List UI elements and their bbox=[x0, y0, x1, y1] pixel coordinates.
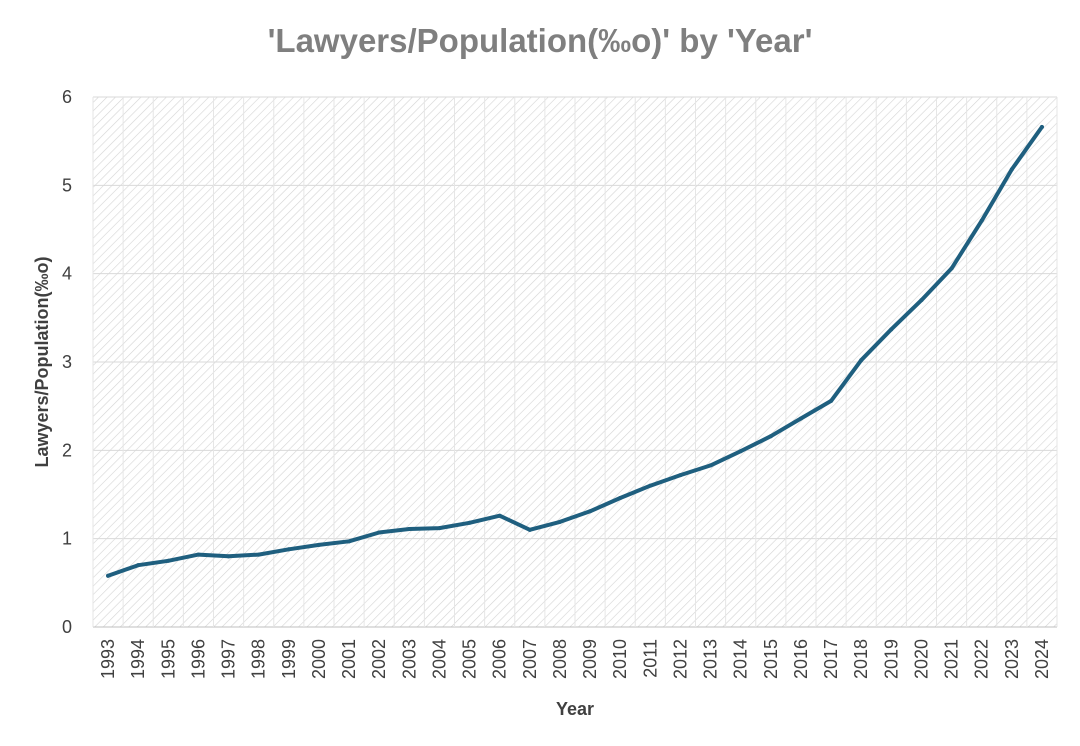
x-tick-label: 2015 bbox=[761, 639, 781, 679]
x-tick-label: 2000 bbox=[309, 639, 329, 679]
data-point-1998 bbox=[256, 552, 261, 557]
data-point-1995 bbox=[166, 558, 171, 563]
y-tick-label: 0 bbox=[62, 617, 72, 637]
chart-title: 'Lawyers/Population(‰o)' by 'Year' bbox=[267, 22, 813, 59]
x-tick-label: 2021 bbox=[942, 639, 962, 679]
y-tick-label: 3 bbox=[62, 352, 72, 372]
data-point-2008 bbox=[557, 519, 562, 524]
data-point-2005 bbox=[467, 520, 472, 525]
x-tick-label: 2005 bbox=[460, 639, 480, 679]
data-point-2023 bbox=[1009, 167, 1014, 172]
data-point-2018 bbox=[859, 358, 864, 363]
x-tick-label: 2008 bbox=[550, 639, 570, 679]
y-axis-title: Lawyers/Population(‰o) bbox=[32, 256, 52, 467]
x-tick-label: 2023 bbox=[1002, 639, 1022, 679]
y-tick-label: 6 bbox=[62, 87, 72, 107]
x-tick-label: 2004 bbox=[429, 639, 449, 679]
x-tick-label: 2024 bbox=[1032, 639, 1052, 679]
data-point-2010 bbox=[618, 496, 623, 501]
x-axis: 1993 1994 1995 1996 1997 1998 1999 2000 2001 2002… bbox=[98, 639, 1052, 679]
x-tick-label: 1997 bbox=[219, 639, 239, 679]
data-point-1994 bbox=[136, 563, 141, 568]
x-tick-label: 2017 bbox=[821, 639, 841, 679]
data-point-2002 bbox=[377, 530, 382, 535]
data-point-2007 bbox=[527, 527, 532, 532]
data-point-2021 bbox=[949, 266, 954, 271]
data-point-2013 bbox=[708, 463, 713, 468]
x-tick-label: 2014 bbox=[731, 639, 751, 679]
x-axis-title: Year bbox=[556, 699, 594, 719]
x-tick-label: 2011 bbox=[640, 639, 660, 678]
data-point-2019 bbox=[889, 327, 894, 332]
data-point-2020 bbox=[919, 298, 924, 303]
series-line bbox=[106, 125, 1044, 578]
x-tick-label: 2010 bbox=[610, 639, 630, 679]
y-tick-label: 1 bbox=[62, 529, 72, 549]
data-point-2011 bbox=[648, 483, 653, 488]
data-point-2009 bbox=[588, 509, 593, 514]
data-point-1997 bbox=[226, 554, 231, 559]
data-point-2006 bbox=[497, 513, 502, 518]
y-tick-label: 2 bbox=[62, 440, 72, 460]
x-tick-label: 2016 bbox=[791, 639, 811, 679]
data-point-2015 bbox=[768, 434, 773, 439]
x-tick-label: 2002 bbox=[369, 639, 389, 679]
data-point-2017 bbox=[829, 398, 834, 403]
data-point-2012 bbox=[678, 473, 683, 478]
x-tick-label: 1994 bbox=[128, 639, 148, 679]
data-point-2024 bbox=[1039, 125, 1044, 130]
data-point-2014 bbox=[738, 449, 743, 454]
x-tick-label: 2012 bbox=[670, 639, 690, 679]
data-point-1996 bbox=[196, 552, 201, 557]
x-tick-label: 2003 bbox=[399, 639, 419, 679]
data-point-2004 bbox=[437, 526, 442, 531]
x-tick-label: 2013 bbox=[701, 639, 721, 679]
x-tick-label: 1998 bbox=[249, 639, 269, 679]
x-tick-label: 2007 bbox=[520, 639, 540, 679]
y-tick-label: 5 bbox=[62, 175, 72, 195]
data-point-2000 bbox=[316, 542, 321, 547]
x-tick-label: 2006 bbox=[490, 639, 510, 679]
x-tick-label: 1996 bbox=[188, 639, 208, 679]
data-point-1993 bbox=[106, 573, 111, 578]
data-points bbox=[106, 125, 1044, 578]
x-tick-label: 2022 bbox=[972, 639, 992, 679]
data-point-1999 bbox=[286, 547, 291, 552]
y-axis: 0 1 2 3 4 5 6 bbox=[62, 87, 72, 637]
x-tick-label: 2019 bbox=[881, 639, 901, 679]
x-tick-label: 1999 bbox=[279, 639, 299, 679]
x-tick-label: 1995 bbox=[158, 639, 178, 679]
x-tick-label: 2020 bbox=[911, 639, 931, 679]
data-point-2001 bbox=[347, 539, 352, 544]
data-point-2003 bbox=[407, 526, 412, 531]
data-point-2016 bbox=[798, 416, 803, 421]
y-tick-label: 4 bbox=[62, 264, 72, 284]
data-point-2022 bbox=[979, 218, 984, 223]
x-tick-label: 2001 bbox=[339, 639, 359, 679]
x-tick-label: 2018 bbox=[851, 639, 871, 679]
x-tick-label: 1993 bbox=[98, 639, 118, 679]
x-tick-label: 2009 bbox=[580, 639, 600, 679]
